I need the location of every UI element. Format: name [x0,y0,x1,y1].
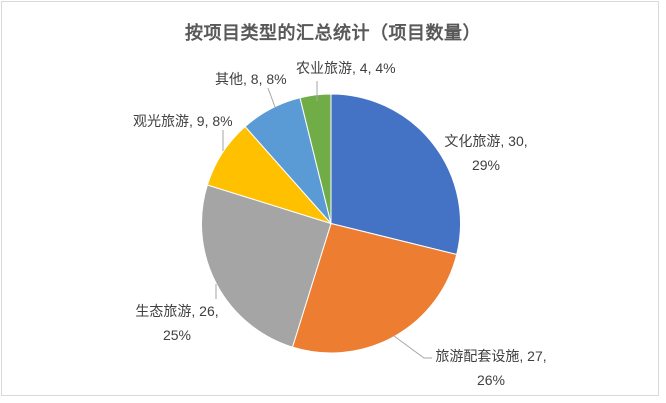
data-label-line: 观光旅游, 9, 8% [133,113,233,129]
data-label-line: 生态旅游, 26, [135,303,219,319]
data-label-line: 其他, 8, 8% [215,71,287,87]
data-label-sightseeing-tourism: 观光旅游, 9, 8% [133,109,273,133]
data-label-line: 旅游配套设施, 27, [435,348,547,364]
data-label-agri-tourism: 农业旅游, 4, 4% [296,56,426,80]
data-label-cultural-tourism: 文化旅游, 30, 29% [426,129,546,177]
data-label-line: 农业旅游, 4, 4% [296,60,396,76]
pie-slice-cultural-tourism[interactable] [330,93,461,256]
data-label-tourism-facilities: 旅游配套设施, 27, 26% [431,344,551,392]
data-label-line: 文化旅游, 30, [444,133,528,149]
data-label-line: 25% [162,327,192,343]
data-label-line: 29% [471,157,501,173]
data-label-eco-tourism: 生态旅游, 26, 25% [117,299,237,347]
leader-line-other [267,87,276,108]
data-label-line: 26% [476,372,506,388]
chart-title: 按项目类型的汇总统计（项目数量） [185,23,481,43]
leader-line-tourism-facilities [393,335,432,359]
pie-slice-eco-tourism[interactable] [201,184,332,348]
data-label-other: 其他, 8, 8% [215,67,315,91]
pie-slice-agri-tourism[interactable] [299,93,332,224]
